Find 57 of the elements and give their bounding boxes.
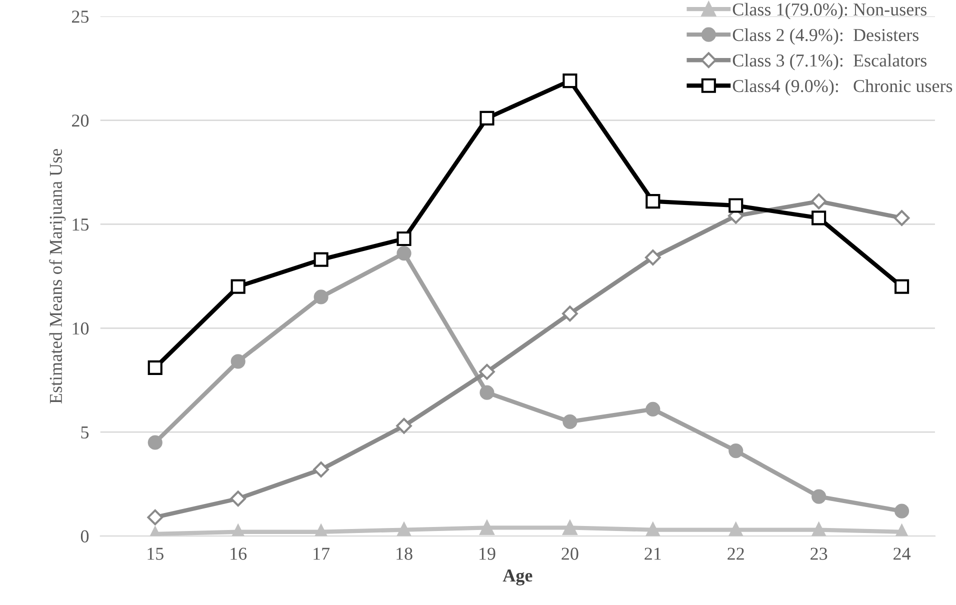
point [480,520,494,536]
x-tick-label: 22 [728,548,744,560]
point [230,279,246,294]
point [812,210,826,226]
point [479,364,495,380]
point [562,520,578,536]
y-tick-label: 0 [80,530,89,542]
x-tick-label: 21 [644,548,661,560]
point [728,522,744,536]
point [894,279,910,294]
point [644,250,661,266]
point [396,231,412,246]
point [562,414,578,429]
point [148,435,162,450]
x-tick-label: 16 [230,548,247,560]
legend-label: Class 1(79.0%): Non-users [732,2,927,20]
point [314,290,328,304]
point [646,522,660,536]
y-tick-label: 15 [72,218,89,231]
x-tick-label: 19 [480,548,496,560]
legend-label: Class4 (9.0%): Chronic users [732,79,952,96]
point [230,354,246,369]
point [480,385,494,400]
y-axis-title: Estimated Means of Marijuana Use [49,148,66,404]
point [810,193,827,210]
y-tick-label: 20 [72,114,89,127]
point [230,490,246,507]
x-tick-label: 23 [810,548,828,560]
point [894,210,910,226]
x-tick-label: 17 [314,548,330,560]
point [646,402,660,417]
point [147,509,164,526]
x-tick-label: 15 [148,548,164,560]
point [812,489,826,504]
x-tick-label: 18 [396,548,412,560]
y-tick-label: 10 [72,322,89,335]
point [646,194,660,209]
point [396,522,412,536]
point [894,504,910,518]
x-tick-label: 20 [562,548,578,560]
legend-label: Class 2 (4.9%): Desisters [732,28,919,45]
y-tick-label: 5 [81,426,89,439]
point [148,360,162,375]
point [313,462,329,478]
x-tick-label: 24 [894,548,911,560]
point [314,252,328,267]
y-tick-label: 25 [72,10,89,23]
point [562,73,578,88]
x-axis-title: Age [502,570,532,586]
point [562,306,578,322]
point [728,444,744,458]
point [396,246,412,261]
legend-label: Class 3 (7.1%): Escalators [732,54,927,70]
point [728,198,744,213]
point [396,418,412,434]
point [812,522,826,536]
point [480,110,494,126]
